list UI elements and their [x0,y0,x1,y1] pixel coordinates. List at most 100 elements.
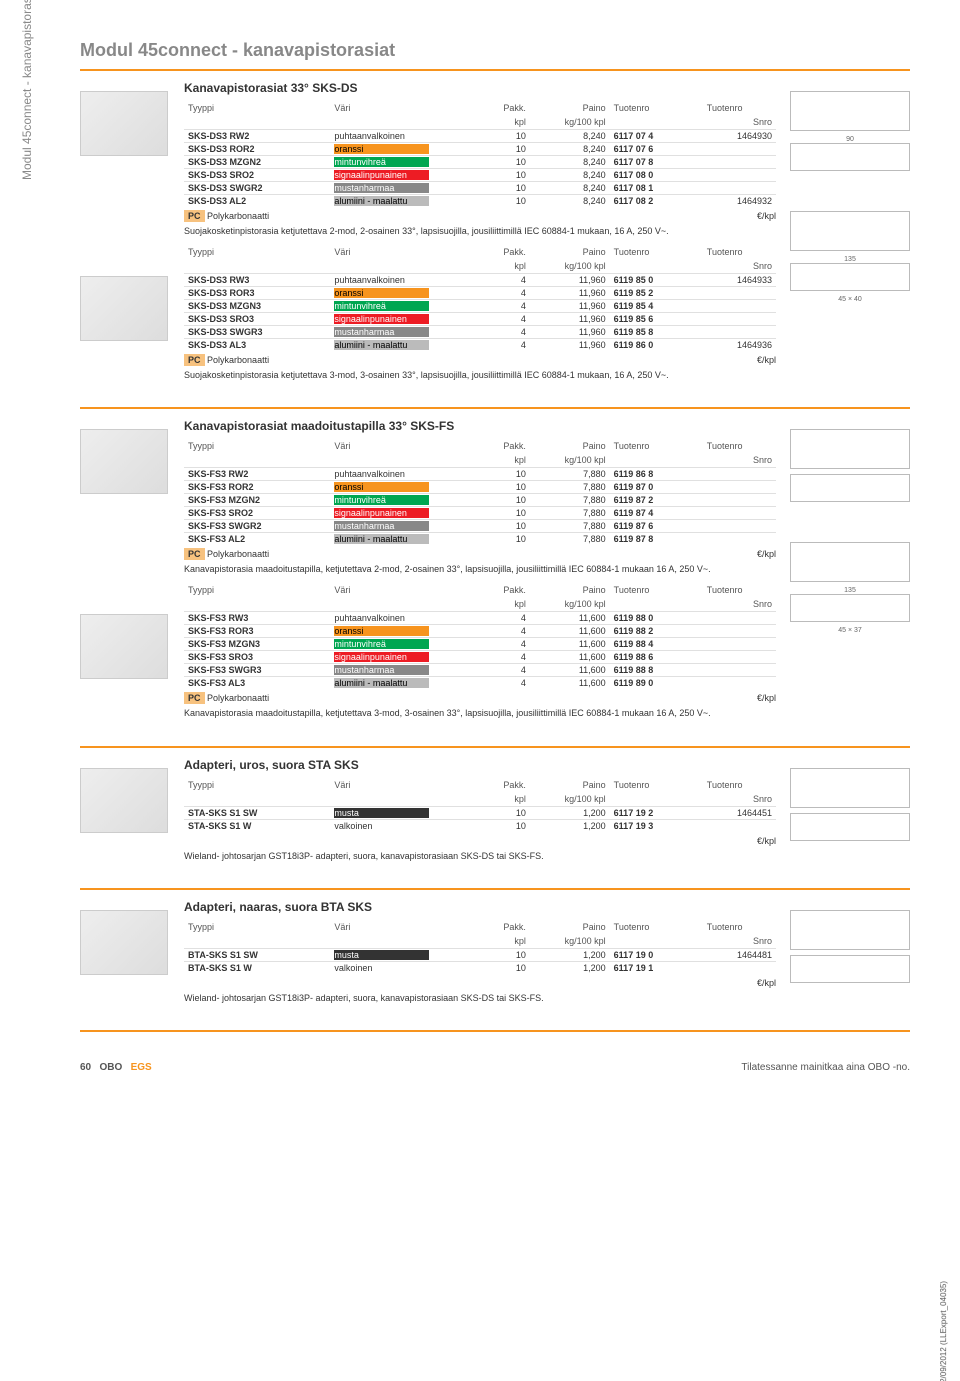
cell-snro [703,468,776,481]
table-row: SKS-DS3 MZGN2 mintunvihreä 10 8,240 6117… [184,156,776,169]
cell-type: SKS-FS3 ROR2 [184,481,330,494]
cell-prodno: 6117 08 2 [610,195,703,208]
section: Adapteri, naaras, suora BTA SKS TyyppiVä… [80,900,910,1012]
tech-drawing-side [790,813,910,841]
cell-type: SKS-FS3 MZGN3 [184,638,330,651]
cell-snro [703,182,776,195]
cell-weight: 11,960 [530,287,610,300]
cell-pack: 4 [477,313,530,326]
section-title: Adapteri, naaras, suora BTA SKS [184,900,776,914]
tech-drawing [790,91,910,131]
cell-color: oranssi [330,287,476,300]
cell-snro [703,651,776,664]
tech-drawing [790,910,910,950]
product-table: TyyppiVäri Pakk.Paino TuotenroTuotenro k… [184,778,776,832]
cell-prodno: 6117 19 0 [610,948,703,961]
pc-code: PC [184,548,205,560]
footer-page-no: 60 [80,1062,91,1073]
table-row: SKS-DS3 SWGR3 mustanharmaa 4 11,960 6119… [184,326,776,339]
cell-color: oranssi [330,481,476,494]
product-image [80,91,168,156]
cell-snro: 1464930 [703,130,776,143]
cell-snro: 1464451 [703,806,776,819]
title-rule [80,69,910,71]
cell-prodno: 6119 88 6 [610,651,703,664]
cell-pack: 4 [477,625,530,638]
cell-prodno: 6119 88 0 [610,612,703,625]
cell-weight: 8,240 [530,169,610,182]
table-row: SKS-FS3 AL3 alumiini - maalattu 4 11,600… [184,677,776,690]
cell-weight: 11,600 [530,677,610,690]
cell-prodno: 6119 87 8 [610,533,703,546]
cell-color: mustanharmaa [330,182,476,195]
cell-type: SKS-FS3 ROR3 [184,625,330,638]
table-row: SKS-DS3 ROR2 oranssi 10 8,240 6117 07 6 [184,143,776,156]
product-table: TyyppiVäri Pakk.Paino TuotenroTuotenro k… [184,920,776,974]
cell-pack: 10 [477,156,530,169]
table-row: BTA-SKS S1 SW musta 10 1,200 6117 19 0 1… [184,948,776,961]
cell-color: signaalinpunainen [330,507,476,520]
cell-snro: 1464936 [703,339,776,352]
cell-pack: 10 [477,195,530,208]
section-desc: Kanavapistorasia maadoitustapilla, ketju… [184,563,776,575]
section-desc: Suojakosketinpistorasia ketjutettava 3-m… [184,369,776,381]
cell-color: signaalinpunainen [330,169,476,182]
product-image [80,276,168,341]
cell-prodno: 6117 19 1 [610,961,703,974]
table-row: STA-SKS S1 SW musta 10 1,200 6117 19 2 1… [184,806,776,819]
cell-color: valkoinen [330,819,476,832]
cell-weight: 11,600 [530,612,610,625]
cell-weight: 7,880 [530,520,610,533]
material-line: PC Polykarbonaatti €/kpl [184,355,776,365]
cell-weight: 1,200 [530,948,610,961]
footer-note: Tilatessanne mainitkaa aina OBO -no. [741,1062,910,1073]
cell-pack: 10 [477,520,530,533]
cell-type: SKS-FS3 RW2 [184,468,330,481]
tech-drawing [790,768,910,808]
cell-pack: 10 [477,961,530,974]
cell-prodno: 6119 85 8 [610,326,703,339]
cell-type: SKS-FS3 SWGR2 [184,520,330,533]
unit-label: €/kpl [757,978,776,988]
section-rule [80,1030,910,1032]
cell-pack: 10 [477,507,530,520]
section-rule [80,888,910,890]
unit-label: €/kpl [757,211,776,221]
product-table: TyyppiVäri Pakk.Paino TuotenroTuotenro k… [184,245,776,351]
table-row: SKS-DS3 AL2 alumiini - maalattu 10 8,240… [184,195,776,208]
table-row: SKS-DS3 SRO3 signaalinpunainen 4 11,960 … [184,313,776,326]
table-row: SKS-FS3 SWGR2 mustanharmaa 10 7,880 6119… [184,520,776,533]
cell-type: SKS-DS3 MZGN3 [184,300,330,313]
cell-type: STA-SKS S1 SW [184,806,330,819]
section-title: Kanavapistorasiat 33° SKS-DS [184,81,776,95]
cell-snro: 1464481 [703,948,776,961]
cell-color: puhtaanvalkoinen [330,612,476,625]
cell-color: signaalinpunainen [330,651,476,664]
material-line: PC Polykarbonaatti €/kpl [184,211,776,221]
tech-drawing-side [790,594,910,622]
cell-pack: 4 [477,612,530,625]
cell-prodno: 6119 87 2 [610,494,703,507]
cell-prodno: 6117 19 3 [610,819,703,832]
cell-color: signaalinpunainen [330,313,476,326]
cell-weight: 7,880 [530,494,610,507]
tech-drawing-side [790,474,910,502]
cell-pack: 10 [477,130,530,143]
cell-color: mintunvihreä [330,156,476,169]
tech-drawing [790,542,910,582]
unit-label: €/kpl [757,549,776,559]
cell-color: mintunvihreä [330,494,476,507]
cell-snro [703,507,776,520]
cell-prodno: 6119 87 4 [610,507,703,520]
cell-pack: 4 [477,651,530,664]
cell-pack: 10 [477,481,530,494]
cell-snro [703,625,776,638]
cell-pack: 4 [477,664,530,677]
cell-weight: 11,960 [530,274,610,287]
tech-drawing [790,429,910,469]
table-row: SKS-DS3 AL3 alumiini - maalattu 4 11,960… [184,339,776,352]
product-image [80,910,168,975]
section-title: Adapteri, uros, suora STA SKS [184,758,776,772]
cell-color: puhtaanvalkoinen [330,468,476,481]
product-table: TyyppiVäri Pakk.Paino TuotenroTuotenro k… [184,583,776,689]
